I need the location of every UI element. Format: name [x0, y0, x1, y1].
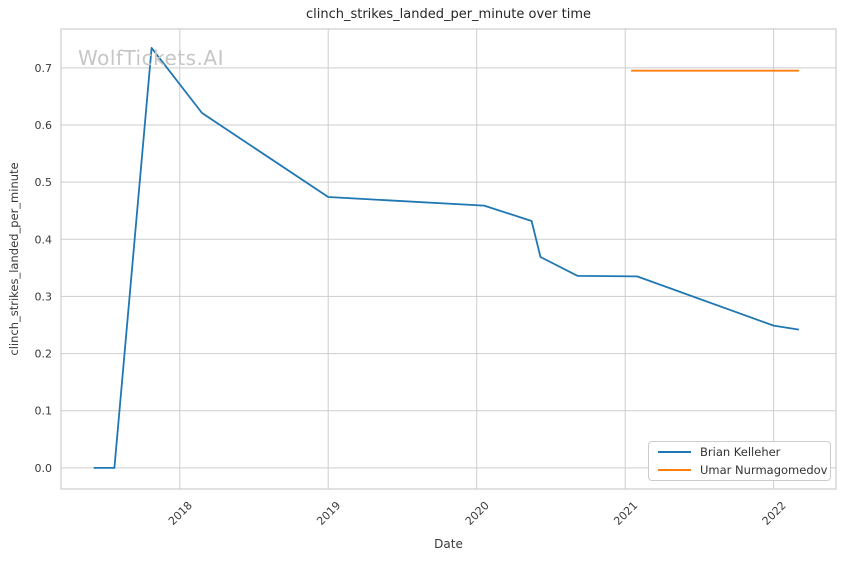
x-axis-label: Date — [434, 537, 463, 551]
y-tick-label: 0.3 — [35, 290, 53, 303]
series-line-brian-kelleher — [93, 47, 800, 469]
chart-title: clinch_strikes_landed_per_minute over ti… — [305, 7, 592, 22]
y-tick-label: 0.5 — [35, 176, 53, 189]
x-tick-label: 2018 — [166, 499, 195, 528]
legend-line-swatch — [658, 451, 691, 453]
x-tick-label: 2021 — [611, 499, 640, 528]
legend-item-brian-kelleher: Brian Kelleher — [658, 445, 822, 460]
legend-label: Brian Kelleher — [700, 445, 781, 459]
x-tick-label: 2022 — [760, 499, 789, 528]
watermark: WolfTickets.AI — [78, 46, 224, 70]
legend-label: Umar Nurmagomedov — [700, 463, 828, 477]
legend: Brian Kelleher Umar Nurmagomedov — [648, 441, 831, 481]
y-tick-label: 0.2 — [35, 348, 53, 361]
y-tick-label: 0.0 — [35, 462, 53, 475]
legend-line-swatch — [658, 469, 691, 471]
plot-border — [60, 28, 837, 490]
y-tick-label: 0.4 — [35, 233, 53, 246]
y-tick-label: 0.1 — [35, 405, 53, 418]
y-tick-label: 0.6 — [35, 119, 53, 132]
x-tick-label: 2020 — [463, 499, 492, 528]
y-axis-label: clinch_strikes_landed_per_minute — [7, 162, 21, 356]
y-tick-label: 0.7 — [35, 62, 53, 75]
legend-item-umar-nurmagomedov: Umar Nurmagomedov — [658, 463, 827, 478]
x-tick-label: 2019 — [314, 499, 343, 528]
